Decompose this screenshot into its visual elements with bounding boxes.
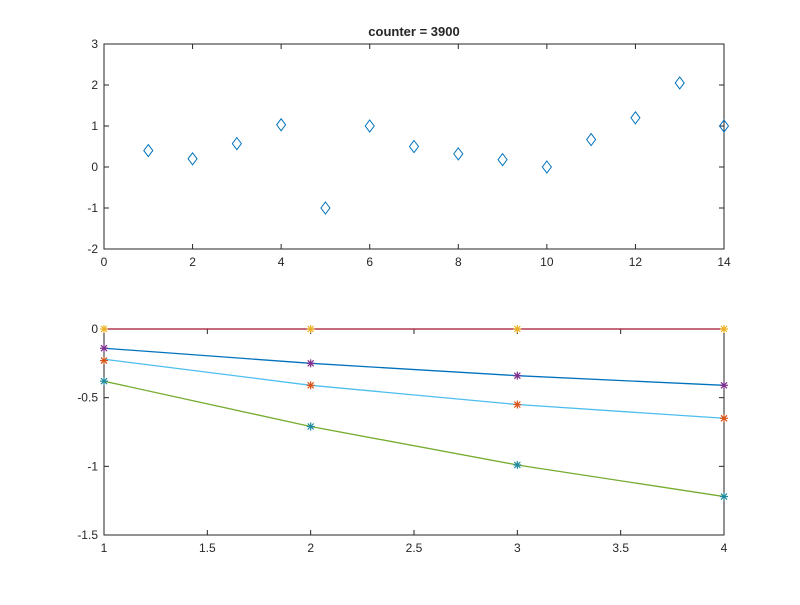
chart-title: counter = 3900 [368, 24, 459, 39]
x-tick-label: 2 [189, 255, 196, 269]
star-marker [100, 344, 108, 353]
axes-box-1 [103, 328, 725, 536]
data-point [408, 139, 420, 154]
x-tick-label: 1.5 [199, 541, 216, 555]
x-tick-label: 4 [278, 255, 285, 269]
x-tick-label: 8 [455, 255, 462, 269]
star-marker [720, 492, 728, 501]
star-marker [306, 381, 315, 390]
axes-box-0 [103, 43, 725, 250]
y-tick-label: 0 [91, 322, 98, 336]
star-marker [513, 400, 522, 409]
data-point [320, 201, 331, 215]
y-tick-label: -1.5 [77, 528, 98, 542]
x-tick-label: 6 [366, 255, 373, 269]
x-tick-label: 3 [514, 541, 521, 555]
y-tick-label: 1 [91, 119, 98, 133]
data-point [453, 147, 464, 161]
star-marker [513, 371, 522, 380]
star-marker [100, 377, 108, 386]
data-point [276, 117, 287, 132]
star-marker [720, 325, 728, 333]
data-point [586, 132, 597, 147]
data-point [718, 119, 730, 133]
x-tick-label: 2 [307, 541, 314, 555]
series-line [103, 380, 725, 498]
star-marker [513, 325, 522, 333]
data-point [497, 152, 508, 167]
data-point [541, 160, 552, 174]
x-tick-label: 2.5 [406, 541, 423, 555]
data-point [143, 143, 154, 158]
x-tick-label: 3.5 [612, 541, 629, 555]
x-tick-label: 10 [540, 255, 554, 269]
star-marker [720, 414, 728, 423]
x-tick-label: 14 [717, 255, 731, 269]
star-marker [306, 359, 315, 368]
data-point [364, 119, 375, 133]
series-line [103, 347, 725, 386]
x-tick-label: 12 [629, 255, 643, 269]
y-tick-label: -0.5 [77, 391, 98, 405]
star-marker [306, 422, 315, 431]
x-tick-label: 0 [101, 255, 108, 269]
star-marker [513, 460, 522, 469]
y-tick-label: -2 [87, 242, 98, 256]
data-point [187, 151, 198, 166]
star-marker [100, 356, 108, 365]
star-marker [306, 325, 315, 333]
star-marker [100, 325, 108, 333]
y-tick-label: 3 [91, 37, 98, 51]
x-tick-label: 4 [721, 541, 728, 555]
series-line [103, 358, 725, 419]
star-marker [720, 381, 728, 390]
x-tick-label: 1 [101, 541, 108, 555]
data-point [231, 136, 242, 151]
y-tick-label: 2 [91, 78, 98, 92]
y-tick-label: -1 [87, 459, 98, 473]
y-tick-label: -1 [87, 201, 98, 215]
data-point [630, 110, 641, 125]
y-tick-label: 0 [91, 160, 98, 174]
data-point [674, 76, 685, 90]
